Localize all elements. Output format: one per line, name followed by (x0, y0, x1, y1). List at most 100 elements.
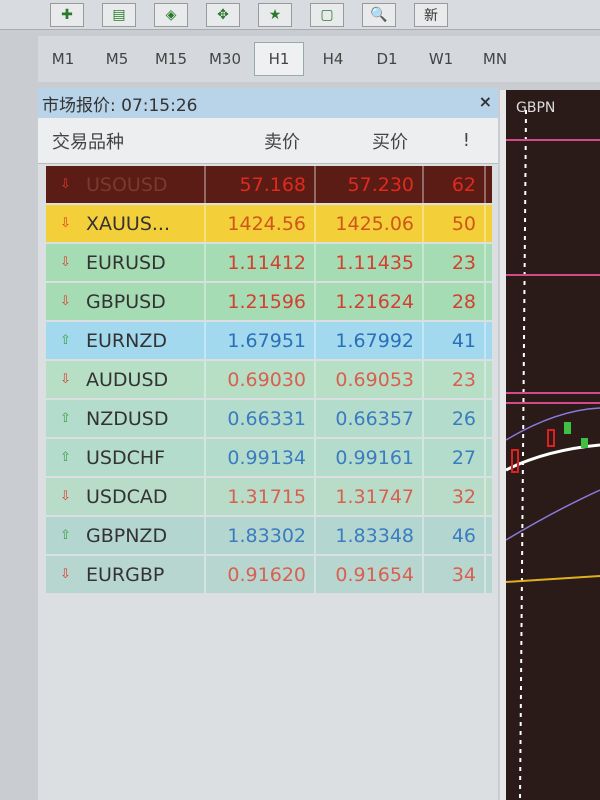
bid-cell: 1.21596 (206, 283, 316, 320)
bid-cell: 1.11412 (206, 244, 316, 281)
timeframe-m5[interactable]: M5 (105, 50, 129, 68)
table-row[interactable]: ⇩ USOUSD 57.168 57.230 62 (46, 166, 492, 203)
spread-cell: 34 (424, 556, 486, 593)
timeframe-d1[interactable]: D1 (376, 50, 398, 68)
toolbar-button[interactable]: ◈ (154, 2, 188, 27)
arrow-down-icon: ⇩ (60, 567, 71, 582)
ask-cell: 1425.06 (316, 205, 424, 242)
toolbar-button[interactable]: ▤ (102, 2, 136, 27)
ask-cell: 1.67992 (316, 322, 424, 359)
column-bid[interactable]: 卖价 (264, 131, 300, 153)
symbol-cell: ⇩ XAUUS... (46, 205, 206, 242)
symbol-cell: ⇩ AUDUSD (46, 361, 206, 398)
column-spread[interactable]: ! (462, 130, 470, 151)
timeframe-m1[interactable]: M1 (51, 50, 75, 68)
ask-cell: 0.99161 (316, 439, 424, 476)
spread-cell: 26 (424, 400, 486, 437)
spread-cell: 28 (424, 283, 486, 320)
arrow-down-icon: ⇩ (60, 294, 71, 309)
symbol-cell: ⇧ GBPNZD (46, 517, 206, 554)
bid-cell: 0.91620 (206, 556, 316, 593)
ask-cell: 1.11435 (316, 244, 424, 281)
ask-cell: 1.31747 (316, 478, 424, 515)
table-header: 交易品种 卖价 买价 ! (38, 118, 498, 164)
symbol: AUDUSD (86, 368, 169, 391)
table-row[interactable]: ⇧ EURNZD 1.67951 1.67992 41 (46, 322, 492, 359)
timeframe-w1[interactable]: W1 (428, 50, 454, 68)
new-order-button[interactable]: 新 (414, 2, 448, 27)
new-label: 新 (424, 7, 438, 24)
table-row[interactable]: ⇧ GBPNZD 1.83302 1.83348 46 (46, 517, 492, 554)
symbol: USDCAD (86, 485, 168, 508)
panel-title: 市场报价: 07:15:26 (42, 95, 198, 116)
spread-cell: 32 (424, 478, 486, 515)
symbol-cell: ⇧ EURNZD (46, 322, 206, 359)
spread-cell: 62 (424, 166, 486, 203)
table-row[interactable]: ⇧ USDCHF 0.99134 0.99161 27 (46, 439, 492, 476)
symbol-cell: ⇩ EURUSD (46, 244, 206, 281)
timeframe-m30[interactable]: M30 (208, 50, 242, 68)
symbol-cell: ⇩ USOUSD (46, 166, 206, 203)
market-watch-panel: 市场报价: 07:15:26 × 交易品种 卖价 买价 ! ⇩ USOUSD 57… (38, 88, 498, 800)
table-row[interactable]: ⇩ USDCAD 1.31715 1.31747 32 (46, 478, 492, 515)
ask-cell: 0.69053 (316, 361, 424, 398)
ask-cell: 0.66357 (316, 400, 424, 437)
chart-canvas (506, 109, 600, 800)
column-symbol[interactable]: 交易品种 (52, 131, 124, 153)
symbol-cell: ⇩ EURGBP (46, 556, 206, 593)
bid-cell: 57.168 (206, 166, 316, 203)
symbol-cell: ⇧ NZDUSD (46, 400, 206, 437)
timeframe-h4[interactable]: H4 (322, 50, 344, 68)
spread-cell: 27 (424, 439, 486, 476)
symbol-cell: ⇩ USDCAD (46, 478, 206, 515)
arrow-down-icon: ⇩ (60, 489, 71, 504)
timeframe-h1[interactable]: H1 (254, 42, 304, 76)
chart-window[interactable]: GBPN (500, 90, 600, 800)
timeframe-bar: M1 M5 M15 M30 H1 H4 D1 W1 MN (38, 36, 600, 82)
arrow-down-icon: ⇩ (60, 216, 71, 231)
spread-cell: 50 (424, 205, 486, 242)
toolbar-button[interactable]: ★ (258, 2, 292, 27)
spread-cell: 23 (424, 361, 486, 398)
table-row[interactable]: ⇩ EURGBP 0.91620 0.91654 34 (46, 556, 492, 593)
bid-cell: 0.99134 (206, 439, 316, 476)
symbol-cell: ⇧ USDCHF (46, 439, 206, 476)
toolbar-button[interactable]: ✚ (50, 2, 84, 27)
symbol: USDCHF (86, 446, 166, 469)
bid-cell: 0.69030 (206, 361, 316, 398)
column-ask[interactable]: 买价 (372, 131, 408, 153)
symbol: EURUSD (86, 251, 166, 274)
symbol: NZDUSD (86, 407, 169, 430)
ask-cell: 1.83348 (316, 517, 424, 554)
spread-cell: 46 (424, 517, 486, 554)
symbol: EURNZD (86, 329, 167, 352)
table-row[interactable]: ⇩ AUDUSD 0.69030 0.69053 23 (46, 361, 492, 398)
arrow-down-icon: ⇩ (60, 177, 71, 192)
close-icon[interactable]: × (478, 92, 492, 111)
symbol: GBPNZD (86, 524, 168, 547)
timeframe-mn[interactable]: MN (482, 50, 508, 68)
arrow-down-icon: ⇩ (60, 372, 71, 387)
toolbar-button[interactable]: 🔍 (362, 2, 396, 27)
arrow-up-icon: ⇧ (60, 411, 71, 426)
toolbar-button[interactable]: ✥ (206, 2, 240, 27)
ask-cell: 57.230 (316, 166, 424, 203)
bid-cell: 1424.56 (206, 205, 316, 242)
toolbar-button[interactable]: ▢ (310, 2, 344, 27)
table-row[interactable]: ⇩ EURUSD 1.11412 1.11435 23 (46, 244, 492, 281)
symbol: XAUUS... (86, 212, 171, 235)
table-row[interactable]: ⇩ GBPUSD 1.21596 1.21624 28 (46, 283, 492, 320)
spread-cell: 23 (424, 244, 486, 281)
ask-cell: 1.21624 (316, 283, 424, 320)
table-row[interactable]: ⇧ NZDUSD 0.66331 0.66357 26 (46, 400, 492, 437)
spread-cell: 41 (424, 322, 486, 359)
symbol: GBPUSD (86, 290, 166, 313)
arrow-down-icon: ⇩ (60, 255, 71, 270)
timeframe-m15[interactable]: M15 (154, 50, 188, 68)
table-row[interactable]: ⇩ XAUUS... 1424.56 1425.06 50 (46, 205, 492, 242)
bid-cell: 0.66331 (206, 400, 316, 437)
toolbar: ✚ ▤ ◈ ✥ ★ ▢ 🔍 新 (0, 0, 600, 30)
bid-cell: 1.83302 (206, 517, 316, 554)
symbol: USOUSD (86, 173, 168, 196)
panel-title-bar: 市场报价: 07:15:26 × (38, 88, 498, 118)
